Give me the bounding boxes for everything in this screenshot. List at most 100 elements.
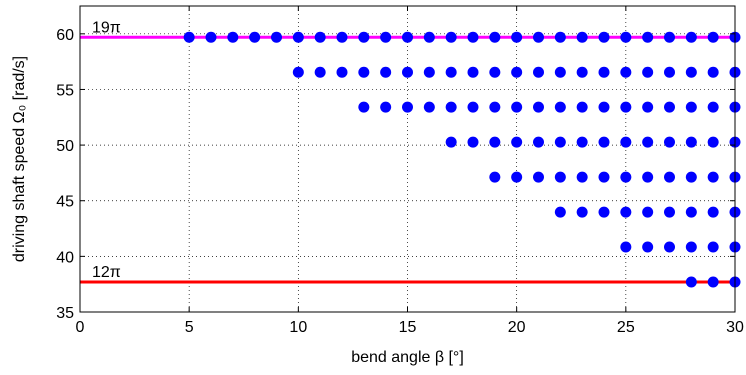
data-point bbox=[642, 206, 654, 218]
data-point bbox=[533, 171, 544, 183]
grid bbox=[80, 6, 735, 313]
data-point bbox=[445, 136, 457, 148]
data-point bbox=[707, 241, 719, 253]
data-point bbox=[358, 31, 370, 43]
x-axis-label: bend angle β [°] bbox=[351, 349, 464, 366]
data-point bbox=[336, 31, 348, 43]
data-point bbox=[489, 31, 501, 43]
data-point bbox=[271, 31, 282, 43]
data-point bbox=[642, 31, 654, 43]
data-point bbox=[707, 101, 719, 113]
data-point bbox=[380, 66, 392, 78]
y-axis-label: driving shaft speed Ω₀ [rad/s] bbox=[11, 56, 28, 262]
data-point bbox=[249, 31, 261, 43]
data-point bbox=[620, 206, 632, 218]
data-point bbox=[620, 31, 632, 43]
data-point bbox=[598, 136, 610, 148]
y-tick-label: 40 bbox=[56, 249, 74, 266]
data-point bbox=[664, 136, 675, 148]
x-tick-label: 20 bbox=[508, 319, 526, 336]
x-tick-label: 10 bbox=[289, 319, 307, 336]
data-point bbox=[533, 101, 544, 113]
data-point bbox=[707, 206, 719, 218]
data-point bbox=[511, 66, 523, 78]
data-point bbox=[620, 101, 632, 113]
data-point bbox=[707, 136, 719, 148]
y-tick-label: 60 bbox=[56, 27, 74, 44]
data-point bbox=[642, 171, 654, 183]
y-axis-title: driving shaft speed Ω₀ [rad/s] bbox=[11, 56, 28, 262]
y-tick-label: 50 bbox=[56, 138, 74, 155]
data-point bbox=[707, 66, 719, 78]
data-point bbox=[314, 31, 326, 43]
data-point bbox=[489, 136, 501, 148]
data-point bbox=[511, 136, 523, 148]
data-point bbox=[511, 31, 523, 43]
data-point bbox=[489, 66, 501, 78]
data-point bbox=[664, 66, 675, 78]
x-tick-label: 0 bbox=[76, 319, 85, 336]
data-point bbox=[380, 101, 392, 113]
data-point bbox=[576, 171, 588, 183]
data-point bbox=[511, 171, 523, 183]
data-point bbox=[445, 101, 457, 113]
y-tick-label: 55 bbox=[56, 82, 74, 99]
data-point bbox=[642, 66, 654, 78]
data-point bbox=[554, 171, 566, 183]
data-point bbox=[598, 206, 610, 218]
data-point bbox=[664, 171, 675, 183]
data-point bbox=[380, 31, 392, 43]
data-point bbox=[402, 31, 413, 43]
data-point bbox=[554, 101, 566, 113]
reference-labels: 19π 12π bbox=[92, 19, 121, 281]
data-point bbox=[554, 66, 566, 78]
data-point bbox=[576, 136, 588, 148]
data-point bbox=[336, 66, 348, 78]
y-tick-label: 45 bbox=[56, 194, 74, 211]
data-point bbox=[554, 136, 566, 148]
data-point bbox=[620, 66, 632, 78]
x-tick-label: 25 bbox=[617, 319, 635, 336]
data-point bbox=[467, 101, 479, 113]
x-tick-label: 15 bbox=[399, 319, 417, 336]
data-point bbox=[642, 241, 654, 253]
data-point bbox=[423, 101, 435, 113]
data-point bbox=[598, 171, 610, 183]
data-point bbox=[467, 136, 479, 148]
data-point bbox=[533, 31, 544, 43]
data-point bbox=[664, 31, 675, 43]
x-axis-title: bend angle β [°] bbox=[351, 349, 464, 366]
data-point bbox=[664, 241, 675, 253]
data-point bbox=[467, 31, 479, 43]
data-point bbox=[205, 31, 217, 43]
data-point bbox=[642, 101, 654, 113]
data-point bbox=[402, 66, 413, 78]
data-point bbox=[576, 66, 588, 78]
data-point bbox=[664, 101, 675, 113]
ticks: 0 5 10 15 20 25 30 35 40 45 50 55 60 bbox=[56, 6, 744, 336]
data-point bbox=[554, 31, 566, 43]
data-point bbox=[533, 136, 544, 148]
data-point bbox=[445, 66, 457, 78]
data-point bbox=[292, 31, 304, 43]
data-point bbox=[489, 101, 501, 113]
reference-line-label: 12π bbox=[92, 264, 121, 281]
data-point bbox=[707, 31, 719, 43]
data-point bbox=[685, 31, 697, 43]
data-point bbox=[685, 101, 697, 113]
x-tick-label: 30 bbox=[726, 319, 744, 336]
data-point bbox=[620, 241, 632, 253]
data-point bbox=[598, 31, 610, 43]
data-point bbox=[576, 31, 588, 43]
data-point bbox=[642, 136, 654, 148]
y-tick-label: 35 bbox=[56, 305, 74, 322]
data-point bbox=[183, 31, 195, 43]
data-point bbox=[227, 31, 239, 43]
data-point bbox=[685, 206, 697, 218]
data-point bbox=[533, 66, 544, 78]
data-point bbox=[685, 276, 697, 288]
data-point bbox=[707, 276, 719, 288]
data-point bbox=[685, 136, 697, 148]
data-point bbox=[598, 66, 610, 78]
